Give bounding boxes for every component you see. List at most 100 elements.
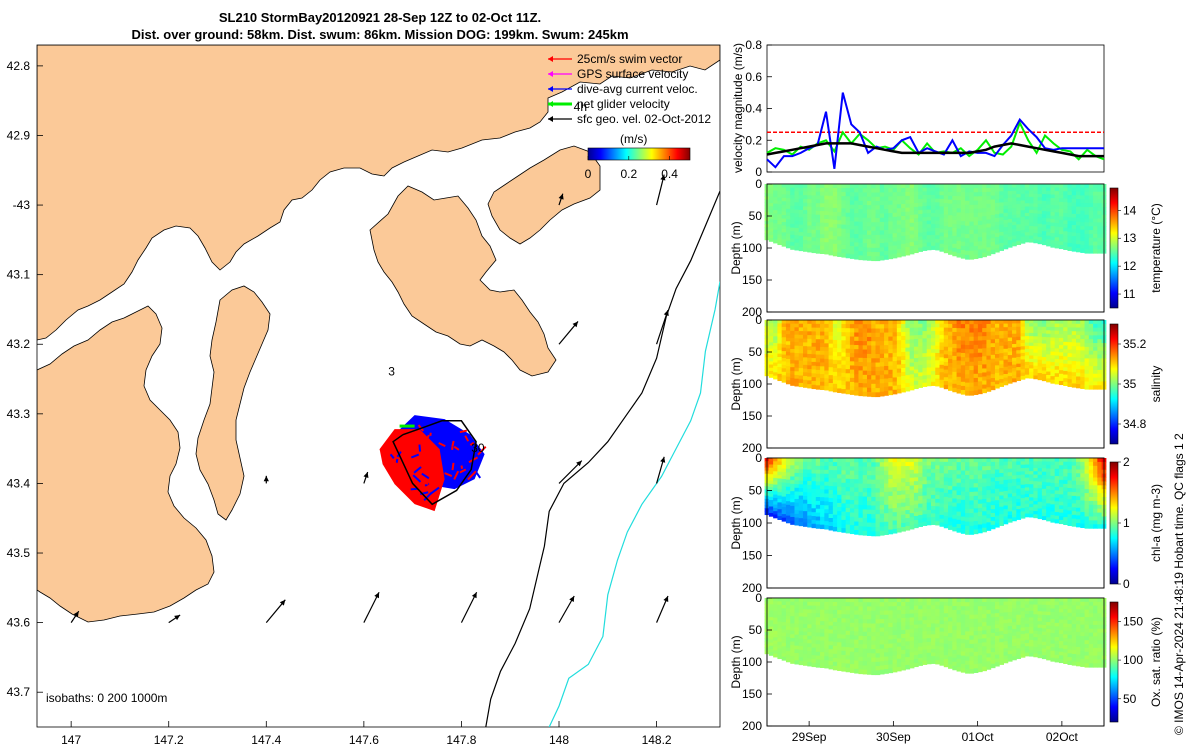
section-cell bbox=[956, 204, 962, 209]
section-cell bbox=[815, 331, 821, 336]
section-cell bbox=[811, 632, 817, 637]
section-cell bbox=[798, 209, 804, 215]
section-cell bbox=[973, 479, 979, 484]
section-cell bbox=[871, 209, 877, 215]
section-cell bbox=[879, 391, 885, 397]
section-cell bbox=[884, 374, 889, 380]
section-cell bbox=[943, 365, 949, 371]
section-cell bbox=[841, 654, 847, 660]
section-cell bbox=[1076, 458, 1081, 463]
section-cell bbox=[1063, 509, 1068, 514]
section-cell bbox=[773, 223, 778, 228]
section-cell bbox=[785, 244, 791, 249]
section-cell bbox=[815, 632, 821, 637]
section-cell bbox=[790, 245, 795, 250]
current-vector-head bbox=[572, 321, 579, 328]
section-cell bbox=[918, 458, 923, 463]
section-cell bbox=[837, 486, 842, 492]
section-cell bbox=[1046, 228, 1051, 233]
section-cell bbox=[1029, 374, 1034, 379]
section-cell bbox=[768, 335, 774, 340]
section-cell bbox=[965, 196, 970, 202]
section-cell bbox=[862, 247, 868, 252]
section-cell bbox=[841, 212, 847, 217]
section-cell bbox=[849, 344, 855, 350]
section-cell bbox=[794, 513, 800, 519]
section-cell bbox=[832, 641, 838, 647]
section-cell bbox=[909, 366, 915, 371]
section-cell bbox=[785, 380, 791, 385]
section-cell bbox=[1046, 190, 1051, 195]
section-cell bbox=[807, 357, 813, 363]
section-cell bbox=[815, 601, 821, 607]
section-cell bbox=[939, 461, 945, 467]
section-cell bbox=[832, 367, 838, 373]
section-cell bbox=[986, 383, 992, 388]
section-cell bbox=[815, 512, 821, 518]
section-cell bbox=[875, 514, 881, 520]
section-cell bbox=[820, 343, 825, 348]
section-cell bbox=[1093, 497, 1098, 502]
section-cell bbox=[892, 233, 898, 238]
section-cell bbox=[820, 335, 825, 340]
section-cell bbox=[879, 517, 885, 523]
section-cell bbox=[828, 347, 834, 353]
section-cell bbox=[913, 458, 919, 463]
section-cell bbox=[956, 368, 962, 374]
section-cell bbox=[1003, 245, 1009, 250]
section-cell bbox=[922, 231, 928, 237]
section-cell bbox=[1020, 210, 1026, 215]
section-cell bbox=[952, 482, 958, 487]
section-cell bbox=[824, 652, 830, 657]
section-cell bbox=[879, 509, 885, 515]
section-cell bbox=[849, 598, 855, 603]
section-cell bbox=[798, 371, 804, 377]
section-cell bbox=[956, 474, 962, 480]
section-cell bbox=[930, 458, 936, 463]
section-cell bbox=[1058, 337, 1064, 343]
section-cell bbox=[828, 239, 834, 244]
section-cell bbox=[781, 235, 787, 240]
section-cell bbox=[1037, 498, 1043, 503]
section-cell bbox=[803, 368, 808, 373]
section-cell bbox=[977, 528, 983, 534]
section-cell bbox=[884, 217, 889, 223]
section-cell bbox=[875, 341, 881, 347]
section-cell bbox=[832, 211, 838, 217]
section-cell bbox=[790, 216, 795, 221]
section-cell bbox=[832, 223, 838, 229]
section-cell bbox=[798, 239, 804, 244]
section-cell bbox=[1046, 485, 1051, 490]
section-cell bbox=[1007, 222, 1013, 227]
section-cell bbox=[1029, 206, 1034, 211]
section-cell bbox=[1084, 237, 1090, 243]
section-cell bbox=[994, 229, 1000, 234]
section-cell bbox=[1084, 207, 1090, 212]
section-cell bbox=[1050, 222, 1056, 227]
section-cell bbox=[896, 462, 902, 467]
section-cell bbox=[828, 331, 834, 337]
section-cell bbox=[918, 236, 923, 241]
section-cell bbox=[973, 208, 979, 214]
section-cell bbox=[1088, 477, 1094, 482]
section-cell bbox=[824, 656, 830, 661]
section-cell bbox=[939, 225, 945, 230]
section-cell bbox=[913, 233, 919, 238]
section-cell bbox=[913, 496, 919, 502]
section-cell bbox=[1067, 368, 1073, 373]
section-cell bbox=[999, 502, 1005, 508]
section-cell bbox=[1050, 493, 1056, 498]
section-cell bbox=[892, 324, 898, 329]
section-cell bbox=[824, 323, 830, 329]
section-cell bbox=[969, 513, 975, 518]
section-cell bbox=[1041, 370, 1047, 375]
section-cell bbox=[1097, 339, 1103, 344]
section-cell bbox=[832, 486, 838, 491]
section-cell bbox=[794, 187, 800, 192]
section-cell bbox=[1046, 197, 1051, 202]
section-cell bbox=[790, 605, 795, 610]
section-cell bbox=[828, 367, 834, 372]
section-cell bbox=[862, 243, 868, 248]
section-cell bbox=[862, 509, 868, 515]
section-cell bbox=[828, 653, 834, 658]
